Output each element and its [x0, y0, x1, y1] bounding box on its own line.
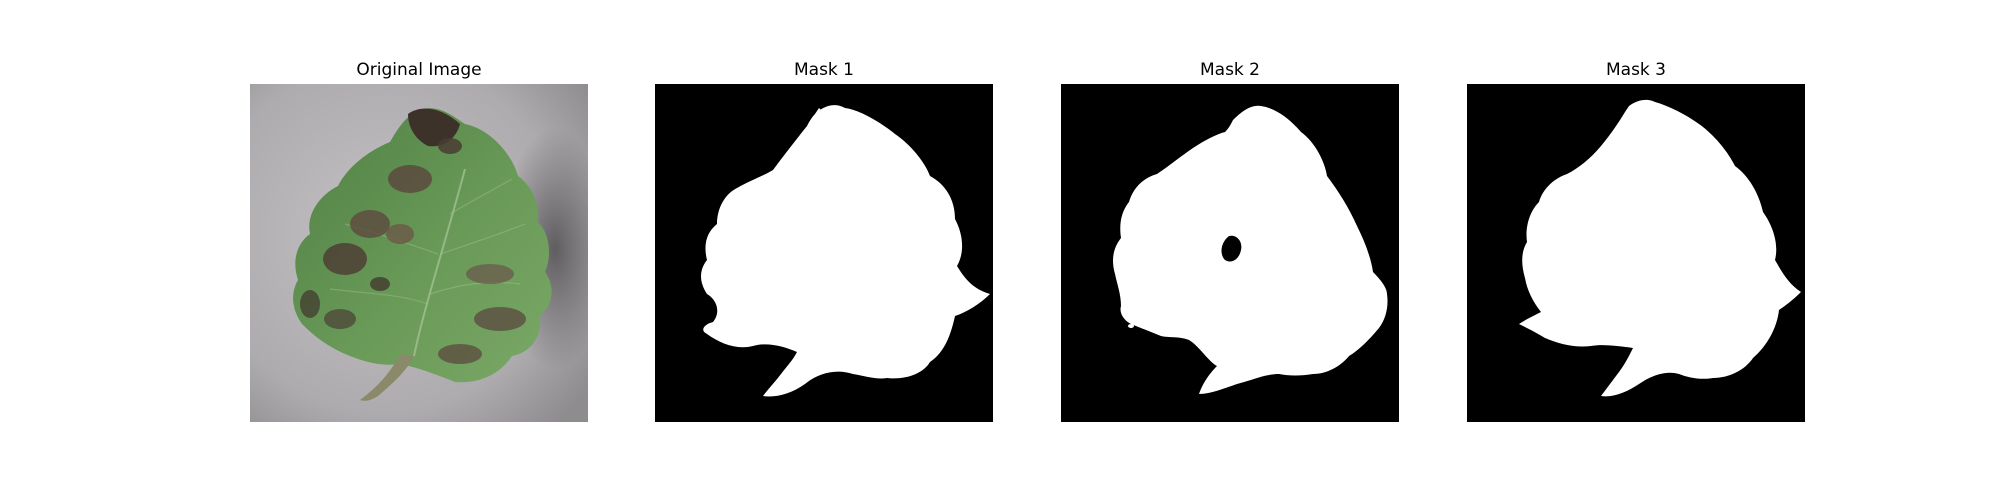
panel-mask-1: Mask 1 [655, 56, 993, 422]
mask-3-image [1467, 84, 1805, 422]
panel-title: Mask 2 [1199, 60, 1260, 80]
panel-mask-3: Mask 3 [1467, 56, 1805, 422]
leaf-lesion [350, 210, 390, 238]
mask-foreground [1113, 105, 1388, 395]
leaf-lesion [438, 138, 462, 154]
leaf-stem [360, 354, 414, 401]
leaf-vein [439, 223, 526, 255]
mask-speck [1128, 324, 1134, 328]
mask-1-image [655, 84, 993, 422]
leaf-lesion [438, 344, 482, 364]
leaf-lesion [474, 307, 526, 331]
mask-foreground [701, 105, 990, 397]
leaf-vein [429, 281, 521, 295]
panel-title: Original Image [356, 60, 482, 80]
panel-title: Mask 1 [793, 60, 854, 80]
leaf-lesion [323, 243, 367, 275]
panel-original: Original Image [250, 56, 588, 422]
panel-mask-2: Mask 2 [1061, 56, 1399, 422]
mask-foreground [1519, 99, 1801, 397]
leaf-lesion [388, 165, 432, 193]
leaf-midrib [413, 168, 466, 357]
leaf-lesion [386, 224, 414, 244]
leaf-lesion [370, 277, 390, 291]
mask-speck [815, 108, 823, 118]
panel-title: Mask 3 [1605, 60, 1666, 80]
original-leaf-photo [250, 84, 588, 422]
leaf-vein [329, 288, 429, 305]
leaf-lesion [324, 309, 356, 329]
leaf-vein [449, 178, 513, 215]
mask-2-image [1061, 84, 1399, 422]
leaf-lesion [300, 290, 320, 318]
mask-speck [1199, 342, 1203, 346]
leaf-dark-edge [408, 108, 460, 147]
leaf-lesion [466, 264, 514, 284]
